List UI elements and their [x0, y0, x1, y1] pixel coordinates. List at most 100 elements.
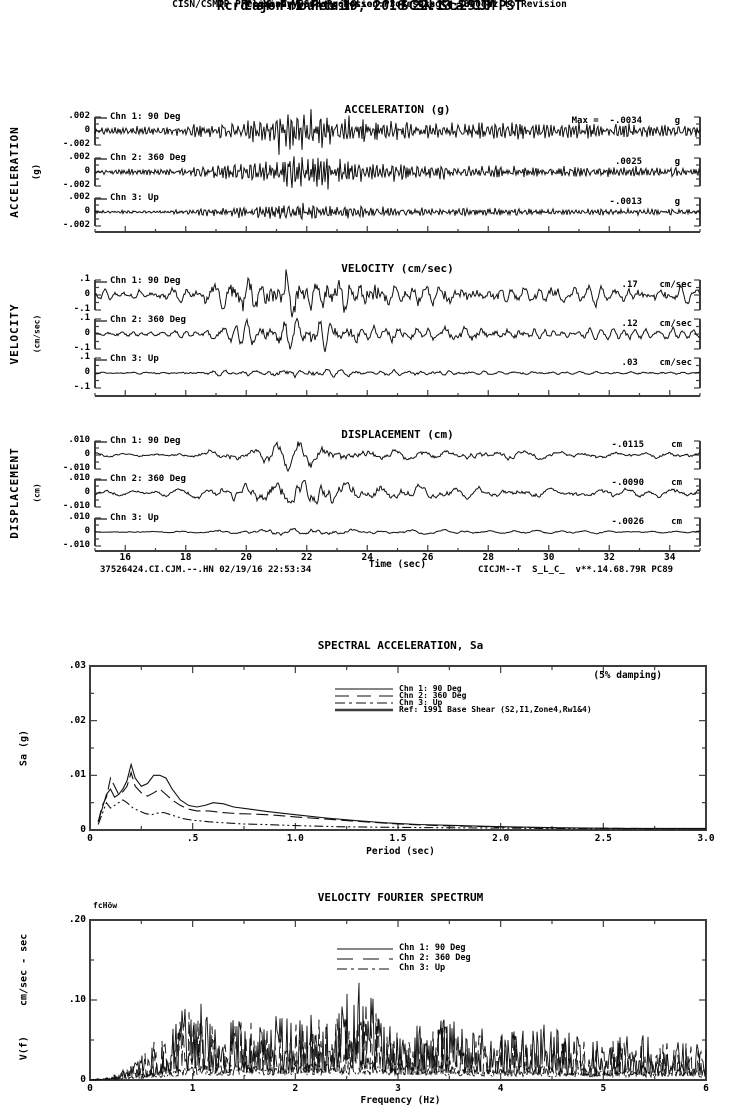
y-tick-label: 0 [84, 367, 90, 377]
sa-curve-chn-1-90-deg [97, 762, 706, 829]
channel-label: Chn 3: Up [110, 513, 159, 523]
sa-x-axis-label: Period (sec) [366, 846, 435, 857]
max-value-label: -.0115 cm [611, 440, 682, 450]
x-tick-label: 32 [603, 552, 615, 563]
y-tick-label: 0 [84, 487, 90, 497]
waveform-trace-displacement-ch3 [94, 527, 701, 537]
x-tick-label: 26 [422, 552, 434, 563]
max-value-label: Max = -.0034 g [571, 116, 680, 126]
x-tick-label: 34 [664, 552, 676, 563]
channel-label: Chn 1: 90 Deg [110, 276, 181, 286]
chart-frame [89, 665, 707, 831]
sa-legend-chn2: Chn 2: 360 Deg [399, 691, 467, 700]
record-id-text: 37526424.CI.CJM.--.HN 02/19/16 22:53:34 [100, 565, 312, 575]
y-tick-label: -.002 [62, 139, 90, 149]
max-value-label: .17 cm/sec [621, 280, 692, 290]
y-tick-label: .002 [68, 192, 90, 202]
max-value-label: .03 cm/sec [621, 358, 692, 368]
channel-label: Chn 2: 360 Deg [110, 153, 186, 163]
fourier-x-axis-label: Frequency (Hz) [360, 1095, 441, 1106]
filter-corner-label: fcHöw [93, 901, 118, 910]
displacement-axis-label: DISPLACEMENT [7, 447, 21, 539]
panel-title-velocity: VELOCITY (cm/sec) [341, 262, 454, 275]
fourier-trace-chn-2-360-deg [89, 1004, 707, 1081]
fourier-y-axis-label: V(f) cm/sec - sec [18, 933, 30, 1061]
sa-x-tick-label: 3.0 [697, 833, 715, 844]
y-tick-label: -.002 [62, 180, 90, 190]
x-tick-label: 24 [361, 552, 373, 563]
max-value-label: -.0090 cm [611, 478, 682, 488]
sa-legend-ref: Ref: 1991 Base Shear (S2,I1,Zone4,Rw1&4) [399, 705, 592, 714]
channel-label: Chn 2: 360 Deg [110, 315, 186, 325]
fourier-y-tick-label: .20 [68, 914, 86, 925]
waveform-trace-acceleration-ch1 [94, 109, 701, 155]
velocity-axis-label: VELOCITY [7, 303, 21, 365]
channel-label: Chn 3: Up [110, 193, 159, 203]
channel-label: Chn 1: 90 Deg [110, 436, 181, 446]
waveform-trace-displacement-ch1 [94, 441, 701, 473]
y-tick-label: -.010 [62, 501, 90, 511]
y-tick-label: 0 [84, 449, 90, 459]
sa-curve-chn-2-360-deg [97, 770, 707, 830]
channel-label: Chn 2: 360 Deg [110, 474, 186, 484]
y-tick-label: 0 [84, 328, 90, 338]
sa-legend-chn3: Chn 3: Up [399, 698, 443, 707]
fourier-x-tick-label: 0 [87, 1083, 93, 1094]
sa-y-tick-label: 0 [80, 824, 86, 835]
panel-title-displacement: DISPLACEMENT (cm) [341, 428, 454, 441]
fourier-x-tick-label: 5 [600, 1083, 607, 1094]
fourier-y-tick-label: .10 [68, 994, 86, 1005]
max-value-label: -.0013 g [609, 197, 680, 207]
frequency-band-line: Frequency Band Processed: 3.3 secs to 23… [240, 0, 499, 10]
sa-x-tick-label: .5 [186, 833, 199, 844]
fourier-legend-chn3: Chn 3: Up [399, 963, 446, 973]
fourier-x-tick-label: 6 [703, 1083, 709, 1094]
time-axis-label: Time (sec) [368, 559, 427, 570]
y-tick-label: -.010 [62, 540, 90, 550]
waveform-trace-velocity-ch1 [94, 269, 701, 318]
y-tick-label: -.010 [62, 463, 90, 473]
x-tick-label: 28 [482, 552, 494, 563]
x-tick-label: 18 [180, 552, 192, 563]
sa-x-tick-label: 2.5 [594, 833, 612, 844]
y-tick-label: 0 [84, 206, 90, 216]
y-tick-label: .010 [68, 512, 90, 522]
y-tick-label: .010 [68, 435, 90, 445]
sa-y-tick-label: .03 [68, 660, 86, 671]
fourier-legend-chn2: Chn 2: 360 Deg [399, 953, 471, 963]
sa-y-axis-label: Sa (g) [18, 729, 30, 767]
panel-title-acceleration: ACCELERATION (g) [344, 103, 451, 116]
y-tick-label: .002 [68, 111, 90, 121]
sa-x-tick-label: 2.0 [492, 833, 510, 844]
sa-y-tick-label: .02 [68, 714, 86, 726]
y-tick-label: 0 [84, 125, 90, 135]
x-tick-label: 22 [301, 552, 313, 563]
y-tick-label: -.002 [62, 220, 90, 230]
y-tick-label: .1 [79, 352, 90, 362]
max-value-label: -.0026 cm [611, 517, 682, 527]
waveform-trace-acceleration-ch2 [94, 156, 701, 190]
waveform-trace-acceleration-ch3 [94, 202, 701, 221]
fourier-x-tick-label: 1 [189, 1083, 196, 1094]
max-value-label: .0025 g [614, 157, 680, 167]
sa-x-tick-label: 1.5 [389, 833, 407, 844]
station-title: Cajon Mountain SCSN Sta CJM [244, 0, 495, 14]
fourier-y-tick-label: 0 [80, 1074, 86, 1085]
y-tick-label: .1 [79, 313, 90, 323]
fourier-trace-chn-1-90-deg [89, 982, 707, 1081]
x-tick-label: 30 [543, 552, 555, 563]
y-tick-label: .002 [68, 152, 90, 162]
y-tick-label: 0 [84, 526, 90, 536]
y-tick-label: .010 [68, 473, 90, 483]
record-time-line: Rcrd of Fri Feb 19, 2016 22:13:25.0 PST [216, 0, 523, 14]
x-tick-label: 16 [119, 552, 131, 563]
fourier-chart-title: VELOCITY FOURIER SPECTRUM [317, 891, 484, 904]
fourier-legend-chn1: Chn 1: 90 Deg [399, 943, 466, 953]
disclaimer-line: CISN/CSMIP Preliminary Strong Motion Pro… [172, 0, 567, 10]
fourier-x-tick-label: 3 [395, 1083, 401, 1094]
y-tick-label: .1 [79, 274, 90, 284]
waveform-trace-velocity-ch2 [94, 317, 701, 353]
y-tick-label: -.1 [73, 304, 90, 314]
